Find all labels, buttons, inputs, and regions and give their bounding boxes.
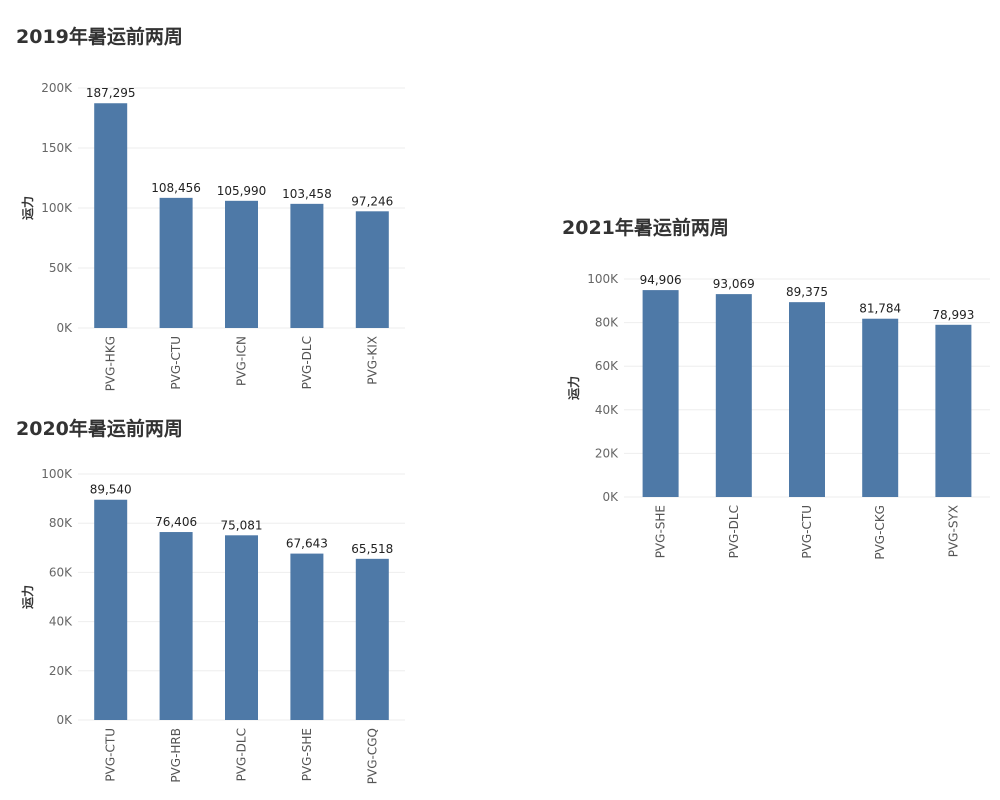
bar-chart-2021: 0K 20K 40K 60K 80K 100K 运力 94,906 PVG-SHE 93,069 P… — [566, 272, 990, 560]
bar-chart-2019: 0K 50K 100K 150K 200K 运力 187,295 PVG-HKG 108,456… — [20, 81, 405, 391]
x-tick-label: PVG-CTU — [104, 728, 118, 782]
x-tick-label: PVG-HKG — [104, 336, 118, 391]
y-tick-label: 80K — [49, 516, 73, 530]
y-tick-label: 50K — [49, 261, 73, 275]
bar — [789, 302, 825, 497]
data-label: 103,458 — [282, 187, 332, 201]
y-tick-label: 100K — [41, 467, 73, 481]
x-tick-label: PVG-SHE — [654, 505, 668, 558]
bar — [159, 532, 193, 720]
data-label: 78,993 — [932, 308, 974, 322]
y-axis-title: 运力 — [20, 585, 35, 609]
bar — [94, 103, 128, 328]
y-tick-label: 0K — [56, 713, 73, 727]
data-label: 105,990 — [217, 184, 267, 198]
y-tick-label: 20K — [49, 664, 73, 678]
bar — [935, 324, 972, 497]
data-label: 65,518 — [351, 542, 393, 556]
bar — [715, 294, 752, 497]
bar — [290, 203, 324, 328]
y-axis-title: 运力 — [566, 376, 581, 400]
x-tick-label: PVG-CTU — [169, 336, 183, 390]
bar — [225, 535, 258, 720]
x-tick-label: PVG-HRB — [169, 728, 183, 783]
data-label: 187,295 — [86, 86, 136, 100]
x-tick-label: PVG-CKG — [873, 505, 887, 560]
data-label: 81,784 — [859, 302, 901, 316]
x-tick-label: PVG-SYX — [946, 505, 960, 557]
data-label: 67,643 — [286, 537, 328, 551]
chart-panel-2019: 2019年暑运前两周 0K 50K 100K 150K 200K 运力 187,295 PVG… — [0, 0, 420, 400]
chart-title-2020: 2020年暑运前两周 — [16, 418, 183, 440]
data-label: 89,540 — [90, 483, 132, 497]
x-tick-label: PVG-CTU — [800, 505, 814, 559]
x-tick-label: PVG-ICN — [235, 336, 249, 386]
y-tick-label: 20K — [595, 446, 619, 460]
bar — [159, 197, 193, 328]
y-tick-label: 100K — [41, 201, 73, 215]
y-tick-label: 200K — [41, 81, 73, 95]
x-tick-label: PVG-DLC — [300, 336, 314, 389]
y-tick-label: 40K — [49, 615, 73, 629]
chart-panel-2020: 2020年暑运前两周 0K 20K 40K 60K 80K 100K 运力 89,540 PVG… — [0, 400, 420, 800]
bar — [225, 200, 258, 328]
y-tick-label: 80K — [595, 316, 619, 330]
data-label: 89,375 — [786, 285, 828, 299]
chart-title-2021: 2021年暑运前两周 — [562, 217, 729, 239]
bar — [642, 290, 679, 497]
y-tick-label: 60K — [49, 565, 73, 579]
data-label: 93,069 — [713, 277, 755, 291]
y-tick-label: 60K — [595, 359, 619, 373]
y-axis-title: 运力 — [20, 196, 35, 220]
y-tick-label: 150K — [41, 141, 73, 155]
data-label: 108,456 — [151, 181, 201, 195]
bar — [290, 553, 324, 720]
bar-chart-2020: 0K 20K 40K 60K 80K 100K 运力 89,540 PVG-CTU 76,406 P… — [20, 467, 405, 784]
y-tick-label: 40K — [595, 403, 619, 417]
x-tick-label: PVG-DLC — [727, 505, 741, 558]
y-tick-label: 100K — [587, 272, 619, 286]
x-tick-label: PVG-KIX — [365, 336, 379, 385]
x-tick-label: PVG-CGQ — [365, 728, 379, 784]
bar — [355, 211, 389, 328]
bar — [862, 318, 899, 497]
bar — [355, 558, 389, 720]
data-label: 97,246 — [351, 194, 393, 208]
data-label: 94,906 — [640, 273, 682, 287]
y-tick-label: 0K — [602, 490, 619, 504]
chart-panel-2021: 2021年暑运前两周 0K 20K 40K 60K 80K 100K 运力 94,906 PVG… — [540, 195, 1000, 595]
data-label: 76,406 — [155, 515, 197, 529]
x-tick-label: PVG-DLC — [235, 728, 249, 781]
data-label: 75,081 — [221, 518, 263, 532]
bar — [94, 499, 128, 720]
y-tick-label: 0K — [56, 321, 73, 335]
chart-title-2019: 2019年暑运前两周 — [16, 26, 183, 48]
x-tick-label: PVG-SHE — [300, 728, 314, 781]
